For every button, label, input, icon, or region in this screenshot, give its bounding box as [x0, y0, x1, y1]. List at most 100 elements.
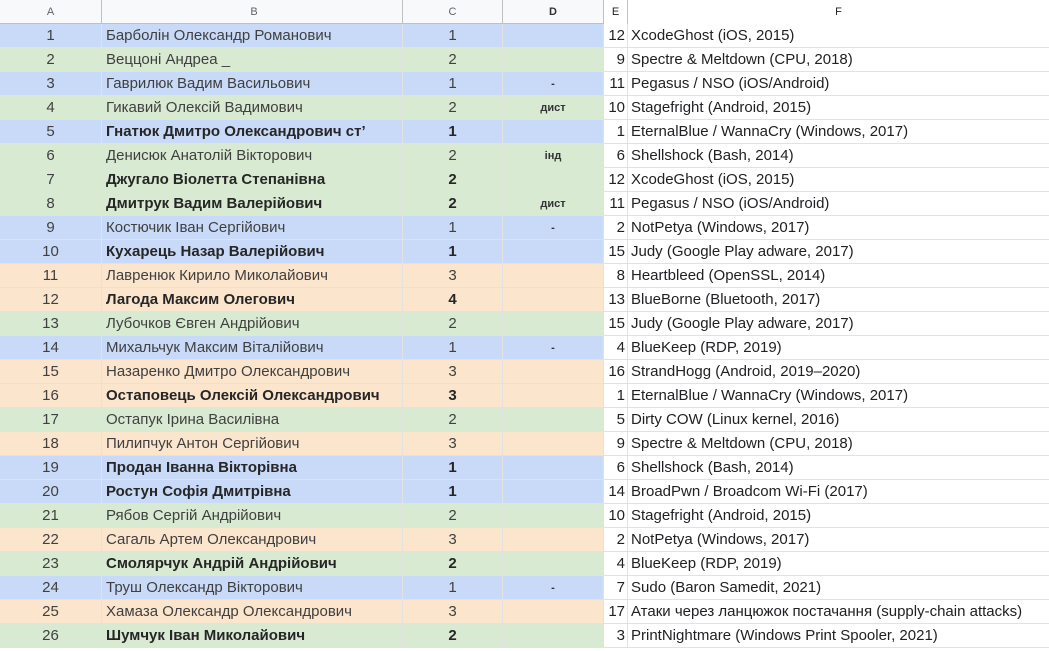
cell-e[interactable]: 2 [604, 216, 628, 240]
cell-d[interactable] [503, 288, 604, 312]
cell-d[interactable]: інд [503, 144, 604, 168]
cell-c[interactable]: 4 [403, 288, 503, 312]
cell-e[interactable]: 15 [604, 240, 628, 264]
cell-c[interactable]: 3 [403, 600, 503, 624]
column-header-c[interactable]: C [403, 0, 503, 24]
cell-a[interactable]: 13 [0, 312, 102, 336]
cell-a[interactable]: 14 [0, 336, 102, 360]
cell-e[interactable]: 5 [604, 408, 628, 432]
cell-e[interactable]: 8 [604, 264, 628, 288]
cell-a[interactable]: 12 [0, 288, 102, 312]
cell-b[interactable]: Дмитрук Вадим Валерійович [102, 192, 403, 216]
cell-b[interactable]: Лагода Максим Олегович [102, 288, 403, 312]
cell-c[interactable]: 1 [403, 480, 503, 504]
cell-d[interactable]: дист [503, 192, 604, 216]
cell-e[interactable]: 16 [604, 360, 628, 384]
cell-b[interactable]: Веццоні Андреа _ [102, 48, 403, 72]
cell-b[interactable]: Остапук Ірина Василівна [102, 408, 403, 432]
cell-f[interactable]: Dirty COW (Linux kernel, 2016) [628, 408, 1049, 432]
cell-f[interactable]: XcodeGhost (iOS, 2015) [628, 24, 1049, 48]
cell-e[interactable]: 11 [604, 192, 628, 216]
cell-d[interactable] [503, 24, 604, 48]
cell-c[interactable]: 2 [403, 96, 503, 120]
cell-e[interactable]: 17 [604, 600, 628, 624]
cell-f[interactable]: Judy (Google Play adware, 2017) [628, 312, 1049, 336]
cell-b[interactable]: Труш Олександр Вікторович [102, 576, 403, 600]
cell-f[interactable]: Spectre & Meltdown (CPU, 2018) [628, 432, 1049, 456]
cell-e[interactable]: 13 [604, 288, 628, 312]
cell-a[interactable]: 19 [0, 456, 102, 480]
cell-c[interactable]: 1 [403, 240, 503, 264]
cell-a[interactable]: 2 [0, 48, 102, 72]
cell-d[interactable] [503, 240, 604, 264]
column-header-f[interactable]: F [628, 0, 1049, 24]
cell-a[interactable]: 5 [0, 120, 102, 144]
column-header-b[interactable]: B [102, 0, 403, 24]
cell-d[interactable] [503, 312, 604, 336]
cell-d[interactable] [503, 480, 604, 504]
cell-f[interactable]: NotPetya (Windows, 2017) [628, 216, 1049, 240]
cell-f[interactable]: BlueBorne (Bluetooth, 2017) [628, 288, 1049, 312]
cell-b[interactable]: Хамаза Олександр Олександрович [102, 600, 403, 624]
cell-a[interactable]: 21 [0, 504, 102, 528]
cell-e[interactable]: 3 [604, 624, 628, 648]
cell-c[interactable]: 3 [403, 264, 503, 288]
cell-a[interactable]: 16 [0, 384, 102, 408]
cell-a[interactable]: 7 [0, 168, 102, 192]
column-header-e[interactable]: E [604, 0, 628, 24]
cell-f[interactable]: BroadPwn / Broadcom Wi-Fi (2017) [628, 480, 1049, 504]
cell-d[interactable] [503, 504, 604, 528]
cell-a[interactable]: 8 [0, 192, 102, 216]
cell-c[interactable]: 3 [403, 360, 503, 384]
cell-c[interactable]: 2 [403, 552, 503, 576]
cell-b[interactable]: Остаповець Олексій Олександрович [102, 384, 403, 408]
cell-e[interactable]: 7 [604, 576, 628, 600]
cell-b[interactable]: Ростун Софія Дмитрівна [102, 480, 403, 504]
cell-d[interactable] [503, 168, 604, 192]
cell-b[interactable]: Рябов Сергій Андрійович [102, 504, 403, 528]
cell-c[interactable]: 2 [403, 192, 503, 216]
cell-f[interactable]: PrintNightmare (Windows Print Spooler, 2… [628, 624, 1049, 648]
cell-b[interactable]: Барболін Олександр Романович [102, 24, 403, 48]
cell-c[interactable]: 1 [403, 336, 503, 360]
cell-f[interactable]: NotPetya (Windows, 2017) [628, 528, 1049, 552]
cell-b[interactable]: Назаренко Дмитро Олександрович [102, 360, 403, 384]
cell-b[interactable]: Гикавий Олексій Вадимович [102, 96, 403, 120]
cell-a[interactable]: 25 [0, 600, 102, 624]
cell-a[interactable]: 15 [0, 360, 102, 384]
cell-b[interactable]: Костючик Іван Сергійович [102, 216, 403, 240]
cell-e[interactable]: 12 [604, 168, 628, 192]
cell-f[interactable]: Pegasus / NSO (iOS/Android) [628, 192, 1049, 216]
cell-b[interactable]: Пилипчук Антон Сергійович [102, 432, 403, 456]
cell-b[interactable]: Продан Іванна Вікторівна [102, 456, 403, 480]
cell-f[interactable]: Judy (Google Play adware, 2017) [628, 240, 1049, 264]
cell-b[interactable]: Сагаль Артем Олександрович [102, 528, 403, 552]
cell-a[interactable]: 18 [0, 432, 102, 456]
cell-c[interactable]: 2 [403, 312, 503, 336]
cell-b[interactable]: Денисюк Анатолій Вікторович [102, 144, 403, 168]
cell-c[interactable]: 3 [403, 432, 503, 456]
cell-c[interactable]: 1 [403, 456, 503, 480]
cell-e[interactable]: 15 [604, 312, 628, 336]
cell-c[interactable]: 2 [403, 624, 503, 648]
cell-c[interactable]: 2 [403, 48, 503, 72]
cell-f[interactable]: Shellshock (Bash, 2014) [628, 456, 1049, 480]
cell-f[interactable]: Shellshock (Bash, 2014) [628, 144, 1049, 168]
cell-b[interactable]: Гнатюк Дмитро Олександрович ст’ [102, 120, 403, 144]
cell-a[interactable]: 20 [0, 480, 102, 504]
cell-f[interactable]: Spectre & Meltdown (CPU, 2018) [628, 48, 1049, 72]
cell-e[interactable]: 9 [604, 432, 628, 456]
cell-c[interactable]: 3 [403, 384, 503, 408]
cell-d[interactable] [503, 360, 604, 384]
cell-f[interactable]: Pegasus / NSO (iOS/Android) [628, 72, 1049, 96]
cell-f[interactable]: Stagefright (Android, 2015) [628, 504, 1049, 528]
cell-c[interactable]: 1 [403, 120, 503, 144]
cell-e[interactable]: 9 [604, 48, 628, 72]
column-header-a[interactable]: A [0, 0, 102, 24]
cell-d[interactable] [503, 600, 604, 624]
cell-e[interactable]: 12 [604, 24, 628, 48]
cell-f[interactable]: EternalBlue / WannaCry (Windows, 2017) [628, 384, 1049, 408]
cell-c[interactable]: 1 [403, 24, 503, 48]
cell-f[interactable]: Stagefright (Android, 2015) [628, 96, 1049, 120]
cell-a[interactable]: 3 [0, 72, 102, 96]
